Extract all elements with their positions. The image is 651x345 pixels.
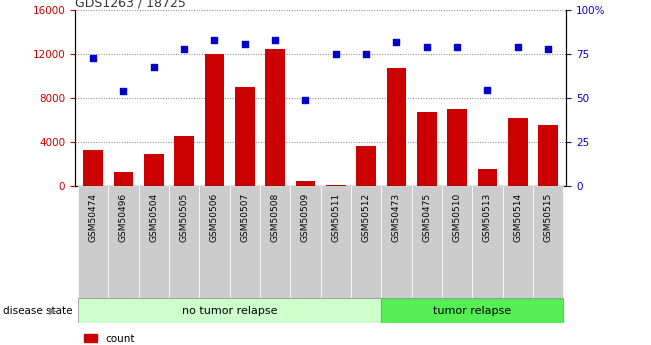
Bar [326, 185, 346, 186]
FancyBboxPatch shape [381, 298, 563, 323]
Text: ▶: ▶ [49, 306, 57, 315]
FancyBboxPatch shape [411, 186, 442, 310]
Text: GSM50508: GSM50508 [271, 193, 280, 242]
Bar [83, 150, 103, 186]
FancyBboxPatch shape [473, 186, 503, 310]
Bar [508, 118, 528, 186]
Bar [356, 146, 376, 186]
Text: no tumor relapse: no tumor relapse [182, 306, 277, 315]
Text: GSM50496: GSM50496 [119, 193, 128, 242]
Text: GSM50509: GSM50509 [301, 193, 310, 242]
Point [391, 39, 402, 45]
Point [179, 46, 189, 52]
FancyBboxPatch shape [320, 186, 351, 310]
Text: GSM50506: GSM50506 [210, 193, 219, 242]
Point [452, 45, 462, 50]
FancyBboxPatch shape [260, 186, 290, 310]
Text: GSM50505: GSM50505 [180, 193, 189, 242]
FancyBboxPatch shape [169, 186, 199, 310]
Bar [235, 87, 255, 186]
Legend: count, percentile rank within the sample: count, percentile rank within the sample [80, 329, 285, 345]
FancyBboxPatch shape [381, 186, 411, 310]
Point [361, 51, 371, 57]
Bar [538, 125, 558, 186]
Point [543, 46, 553, 52]
Bar [387, 68, 406, 186]
FancyBboxPatch shape [108, 186, 139, 310]
Point [88, 55, 98, 61]
FancyBboxPatch shape [139, 186, 169, 310]
Bar [113, 172, 133, 186]
Point [331, 51, 341, 57]
Bar [174, 136, 194, 186]
FancyBboxPatch shape [351, 186, 381, 310]
Text: GSM50507: GSM50507 [240, 193, 249, 242]
Text: tumor relapse: tumor relapse [434, 306, 512, 315]
Text: GSM50512: GSM50512 [361, 193, 370, 242]
Point [209, 38, 219, 43]
FancyBboxPatch shape [230, 186, 260, 310]
Text: GSM50475: GSM50475 [422, 193, 432, 242]
Point [118, 89, 129, 94]
Text: GDS1263 / 18725: GDS1263 / 18725 [75, 0, 186, 9]
Text: GSM50511: GSM50511 [331, 193, 340, 242]
Bar [265, 49, 285, 186]
Bar [296, 181, 315, 186]
FancyBboxPatch shape [290, 186, 320, 310]
Text: GSM50510: GSM50510 [452, 193, 462, 242]
Text: GSM50474: GSM50474 [89, 193, 98, 242]
Bar [144, 155, 163, 186]
Point [512, 45, 523, 50]
Point [270, 38, 281, 43]
Bar [417, 111, 437, 186]
FancyBboxPatch shape [533, 186, 563, 310]
FancyBboxPatch shape [442, 186, 473, 310]
Point [148, 64, 159, 69]
FancyBboxPatch shape [78, 186, 108, 310]
Text: GSM50504: GSM50504 [149, 193, 158, 242]
Text: GSM50473: GSM50473 [392, 193, 401, 242]
Text: GSM50513: GSM50513 [483, 193, 492, 242]
FancyBboxPatch shape [199, 186, 230, 310]
Point [300, 97, 311, 103]
Point [422, 45, 432, 50]
Bar [447, 109, 467, 186]
Text: GSM50515: GSM50515 [544, 193, 553, 242]
Point [482, 87, 493, 92]
Text: disease state: disease state [3, 306, 73, 315]
Point [240, 41, 250, 47]
FancyBboxPatch shape [503, 186, 533, 310]
Text: GSM50514: GSM50514 [514, 193, 522, 242]
FancyBboxPatch shape [78, 298, 381, 323]
Bar [478, 169, 497, 186]
Bar [204, 54, 225, 186]
